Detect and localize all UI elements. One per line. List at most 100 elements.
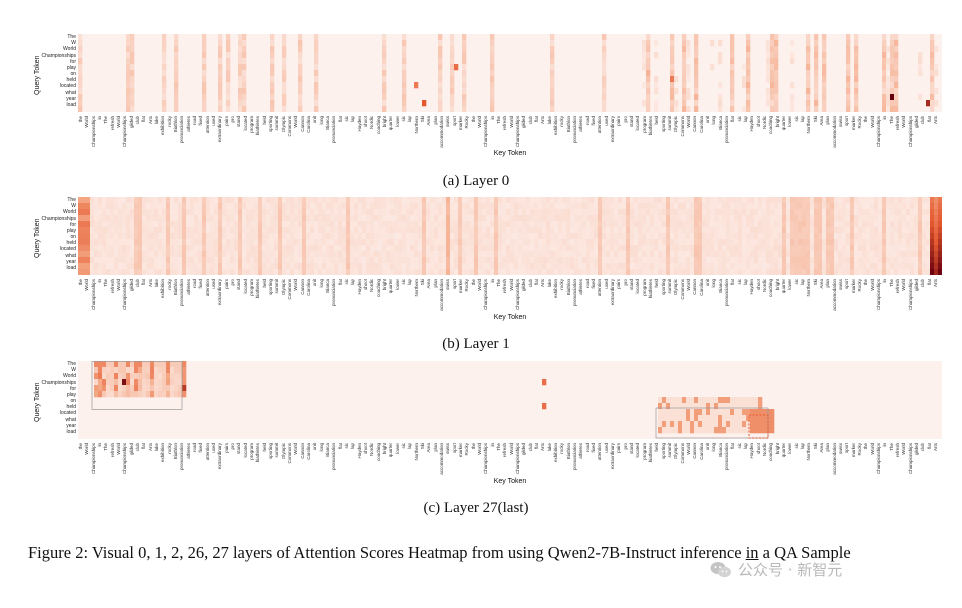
heatmap-cell: [486, 227, 491, 234]
key-token-label: shoot: [755, 443, 761, 455]
heatmap-cell: [382, 257, 387, 264]
heatmap-cell: [894, 52, 899, 59]
heatmap-cell: [930, 251, 935, 258]
heatmap-cell: [890, 100, 895, 107]
heatmap-cell: [830, 221, 835, 228]
heatmap-cell: [298, 70, 303, 77]
heatmap-cell: [126, 233, 131, 240]
heatmap-cell: [750, 203, 755, 210]
key-token-label: World: [869, 116, 875, 128]
heatmap-cell: [226, 269, 231, 275]
heatmap-cell: [558, 257, 563, 264]
heatmap-cell: [750, 257, 755, 264]
heatmap-cell: [126, 391, 131, 398]
heatmap-cell: [858, 203, 863, 210]
heatmap-cell: [218, 215, 223, 222]
heatmap-cell: [202, 76, 207, 83]
heatmap-cell: [770, 40, 775, 47]
heatmap-cell: [858, 209, 863, 216]
heatmap-cell: [674, 221, 679, 228]
heatmap-cell: [550, 209, 555, 216]
heatmap-cell: [646, 106, 651, 112]
heatmap-cell: [766, 40, 771, 47]
heatmap-cell: [562, 221, 567, 228]
key-token-label: swiss: [838, 279, 844, 290]
heatmap-cell: [346, 209, 351, 216]
heatmap-cell: [378, 209, 383, 216]
heatmap-cell: [838, 257, 843, 264]
heatmap-cell: [190, 215, 195, 222]
heatmap-cell: [746, 403, 751, 410]
heatmap-cell: [938, 239, 942, 246]
heatmap-cell: [422, 227, 427, 234]
heatmap-cell: [866, 197, 871, 204]
heatmap-cell: [538, 233, 543, 240]
heatmap-cell: [334, 203, 339, 210]
heatmap-cell: [670, 427, 675, 434]
heatmap-cell: [354, 197, 359, 204]
heatmap-cell: [602, 239, 607, 246]
heatmap-cell: [546, 209, 551, 216]
heatmap-cell: [270, 215, 275, 222]
heatmap-cell: [238, 233, 243, 240]
key-token-label: club: [920, 443, 926, 452]
heatmap-cell: [290, 245, 295, 252]
key-token-label: flat: [141, 279, 147, 286]
heatmap-cell: [402, 233, 407, 240]
heatmap-cell: [694, 203, 699, 210]
heatmap-cell: [150, 379, 155, 386]
heatmap-cell: [322, 209, 327, 216]
heatmap-cell: [226, 106, 231, 112]
heatmap-cell: [854, 82, 859, 89]
heatmap-cell: [694, 64, 699, 71]
heatmap-cell: [666, 421, 671, 428]
heatmap-cell: [614, 227, 619, 234]
key-token-label: sic: [401, 443, 407, 449]
heatmap-cell: [246, 227, 251, 234]
heatmap-cell: [350, 257, 355, 264]
heatmap-cell: [686, 76, 691, 83]
heatmap-cell: [82, 251, 87, 258]
key-token-label: Ski: [420, 116, 426, 123]
heatmap-cell: [758, 245, 763, 252]
heatmap-cell: [758, 215, 763, 222]
heatmap-cell: [662, 263, 667, 270]
heatmap-cell: [486, 203, 491, 210]
heatmap-cell: [494, 251, 499, 258]
key-token-label: gilded: [521, 443, 527, 456]
key-token-label: lap: [407, 443, 413, 450]
heatmap-cell: [594, 239, 599, 246]
heatmap-cell: [934, 46, 939, 53]
heatmap-cell: [526, 209, 531, 216]
heatmap-cell: [342, 221, 347, 228]
heatmap-cell: [614, 197, 619, 204]
heatmap-cell: [782, 245, 787, 252]
heatmap-cell: [926, 257, 931, 264]
heatmap-cell: [666, 203, 671, 210]
heatmap-cell: [198, 203, 203, 210]
heatmap-cell: [126, 197, 131, 204]
heatmap-cell: [754, 263, 759, 270]
heatmap-cell: [770, 94, 775, 101]
heatmap-cell: [802, 197, 807, 204]
heatmap-cell: [914, 227, 919, 234]
heatmap-cell: [310, 257, 315, 264]
query-token-label: World: [63, 373, 76, 380]
heatmap-cell: [214, 233, 219, 240]
heatmap-cell: [466, 233, 471, 240]
heatmap-cell: [150, 367, 155, 374]
heatmap-cell: [742, 409, 747, 416]
heatmap-cell: [618, 203, 623, 210]
heatmap-cell: [234, 263, 239, 270]
heatmap-cell: [822, 203, 827, 210]
heatmap-cell: [370, 257, 375, 264]
heatmap-cell: [770, 221, 775, 228]
heatmap-cell: [770, 52, 775, 59]
heatmap-cell: [790, 257, 795, 264]
heatmap-cell: [106, 239, 111, 246]
heatmap-cell: [894, 221, 899, 228]
heatmap-cell: [386, 215, 391, 222]
heatmap-cell: [130, 385, 135, 392]
heatmap-cell: [310, 245, 315, 252]
heatmap-cell: [710, 427, 715, 434]
